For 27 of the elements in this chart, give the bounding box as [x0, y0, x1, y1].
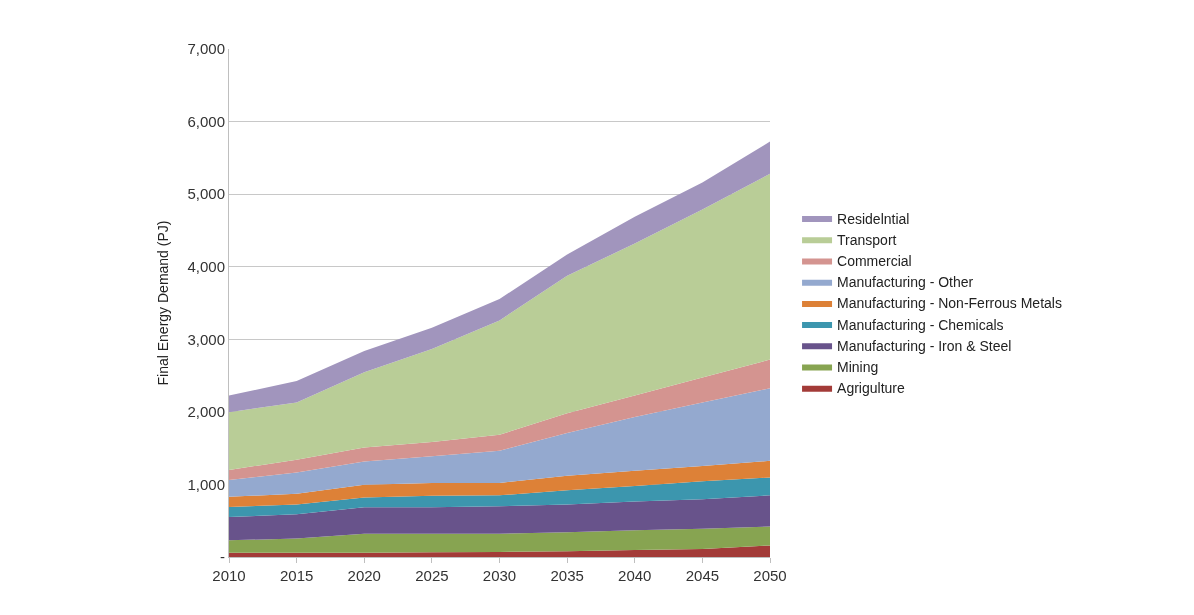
legend-label: Manufacturing - Other: [837, 274, 974, 291]
y-tick-label: 2,000: [187, 403, 225, 421]
y-tick-label: 7,000: [187, 40, 225, 58]
y-tick-label: 3,000: [187, 330, 225, 348]
y-tick-label: 5,000: [187, 185, 225, 203]
legend-label: Commercial: [837, 252, 912, 269]
x-tick-label: 2010: [212, 567, 246, 584]
x-tick-label: 2030: [482, 567, 517, 584]
x-tick-label: 2015: [279, 567, 314, 584]
legend-label: Manufacturing - Chemicals: [837, 316, 1004, 333]
x-tick-label: 2040: [618, 567, 652, 584]
x-tick-label: 2025: [415, 567, 449, 584]
y-tick-label: 1,000: [187, 475, 225, 493]
y-tick-label: 6,000: [187, 112, 225, 130]
legend-label: Manufacturing - Non-Ferrous Metals: [837, 295, 1062, 312]
y-axis-title: Final Energy Demand (PJ): [155, 220, 172, 386]
x-tick-label: 2045: [685, 567, 720, 584]
legend-label: Agrigulture: [837, 380, 905, 397]
x-tick-label: 2020: [347, 567, 381, 584]
legend-label: Mining: [837, 358, 879, 375]
y-tick-label: 4,000: [187, 257, 225, 275]
legend-label: Manufacturing - Iron & Steel: [837, 337, 1012, 354]
x-tick-label: 2050: [753, 567, 787, 584]
legend-label: Transport: [837, 231, 897, 248]
y-tick-label: -: [220, 548, 225, 566]
legend-label: Residelntial: [837, 210, 910, 227]
x-tick-label: 2035: [550, 567, 584, 584]
